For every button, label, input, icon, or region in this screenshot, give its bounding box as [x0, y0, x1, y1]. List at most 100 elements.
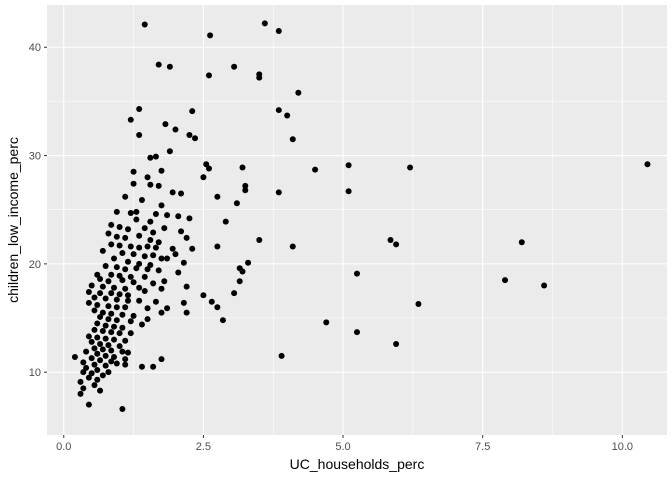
data-point — [94, 302, 101, 309]
data-point — [387, 237, 394, 244]
data-point — [175, 213, 182, 220]
data-point — [172, 126, 179, 133]
data-point — [85, 299, 92, 306]
data-point — [208, 298, 215, 305]
data-point — [97, 341, 104, 348]
data-point — [105, 316, 112, 323]
data-point — [127, 330, 134, 337]
data-point — [122, 193, 129, 200]
data-point — [99, 346, 106, 353]
data-point — [116, 224, 123, 231]
data-point — [393, 341, 400, 348]
data-point — [122, 304, 129, 311]
data-point — [166, 63, 173, 70]
data-point — [80, 359, 87, 366]
data-point — [83, 348, 90, 355]
data-point — [155, 182, 162, 189]
data-point — [236, 278, 243, 285]
data-point — [108, 329, 115, 336]
data-point — [122, 337, 129, 344]
data-point — [77, 378, 84, 385]
data-point — [122, 361, 129, 368]
data-point — [152, 244, 159, 251]
data-point — [124, 292, 131, 299]
data-point — [312, 166, 319, 173]
data-point — [91, 294, 98, 301]
data-point — [183, 309, 190, 316]
data-point — [219, 317, 226, 324]
data-point — [158, 309, 165, 316]
data-point — [144, 305, 151, 312]
data-point — [80, 369, 87, 376]
data-point — [133, 265, 140, 272]
data-point — [245, 259, 252, 266]
data-point — [99, 328, 106, 335]
data-point — [222, 218, 229, 225]
y-tick-label: 10 — [29, 367, 41, 379]
data-point — [113, 317, 120, 324]
data-point — [130, 251, 137, 258]
data-point — [102, 335, 109, 342]
data-point — [200, 292, 207, 299]
data-point — [130, 312, 137, 319]
x-axis-title: UC_households_perc — [290, 456, 425, 472]
data-point — [91, 361, 98, 368]
data-point — [275, 107, 282, 114]
data-point — [172, 251, 179, 258]
data-point — [345, 162, 352, 169]
data-point — [158, 285, 165, 292]
data-point — [147, 181, 154, 188]
data-point — [124, 297, 131, 304]
data-point — [169, 245, 176, 252]
data-point — [88, 355, 95, 362]
data-point — [130, 180, 137, 187]
data-point — [214, 243, 221, 250]
data-point — [111, 323, 118, 330]
data-point — [127, 116, 134, 123]
data-point — [83, 364, 90, 371]
data-point — [147, 261, 154, 268]
data-point — [180, 259, 187, 266]
data-point — [541, 282, 548, 289]
data-point — [113, 233, 120, 240]
data-point — [77, 390, 84, 397]
data-point — [94, 350, 101, 357]
data-point — [136, 232, 143, 239]
data-point — [108, 271, 115, 278]
data-point — [97, 313, 104, 320]
data-point — [116, 343, 123, 350]
data-point — [105, 342, 112, 349]
data-point — [91, 326, 98, 333]
data-point — [141, 287, 148, 294]
x-tick-label: 2.5 — [196, 441, 211, 453]
data-point — [205, 165, 212, 172]
data-point — [105, 303, 112, 310]
data-points — [71, 20, 651, 413]
data-point — [161, 225, 168, 232]
data-point — [345, 188, 352, 195]
data-point — [155, 61, 162, 68]
data-point — [122, 266, 129, 273]
data-point — [393, 241, 400, 248]
data-point — [150, 229, 157, 236]
data-point — [102, 322, 109, 329]
data-point — [205, 72, 212, 79]
data-point — [94, 367, 101, 374]
data-point — [186, 215, 193, 222]
data-point — [155, 267, 162, 274]
data-point — [99, 247, 106, 254]
data-point — [518, 239, 525, 246]
data-point — [113, 296, 120, 303]
data-point — [147, 237, 154, 244]
data-point — [91, 345, 98, 352]
data-point — [94, 271, 101, 278]
data-point — [144, 174, 151, 181]
data-point — [150, 252, 157, 259]
data-point — [150, 363, 157, 370]
data-point — [289, 243, 296, 250]
data-point — [136, 105, 143, 112]
data-point — [178, 228, 185, 235]
data-point — [155, 239, 162, 246]
data-point — [200, 174, 207, 181]
